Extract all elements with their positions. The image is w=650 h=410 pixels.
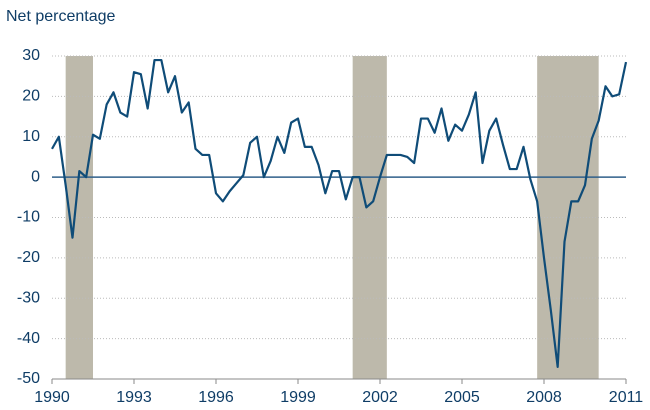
x-tick-label: 1996 bbox=[198, 389, 234, 406]
x-tick-label: 2011 bbox=[609, 389, 644, 406]
y-tick-label: 0 bbox=[31, 168, 40, 185]
x-tick-label: 1999 bbox=[280, 389, 316, 406]
y-tick-label: -10 bbox=[17, 209, 40, 226]
x-tick-label: 1990 bbox=[34, 389, 70, 406]
x-tick-label: 2002 bbox=[362, 389, 398, 406]
y-tick-label: 10 bbox=[22, 128, 40, 145]
y-tick-label: -40 bbox=[17, 330, 40, 347]
x-tick-label: 1993 bbox=[116, 389, 152, 406]
y-tick-label: -20 bbox=[17, 249, 40, 266]
recession-band bbox=[352, 56, 387, 379]
y-tick-label: 30 bbox=[22, 47, 40, 64]
x-tick-label: 2005 bbox=[444, 389, 480, 406]
chart-title: Net percentage bbox=[6, 8, 116, 25]
x-tick-label: 2008 bbox=[526, 389, 562, 406]
y-tick-label: 20 bbox=[22, 88, 40, 105]
y-tick-label: -50 bbox=[17, 370, 40, 387]
data-line bbox=[51, 58, 628, 368]
y-tick-label: -30 bbox=[17, 289, 40, 306]
